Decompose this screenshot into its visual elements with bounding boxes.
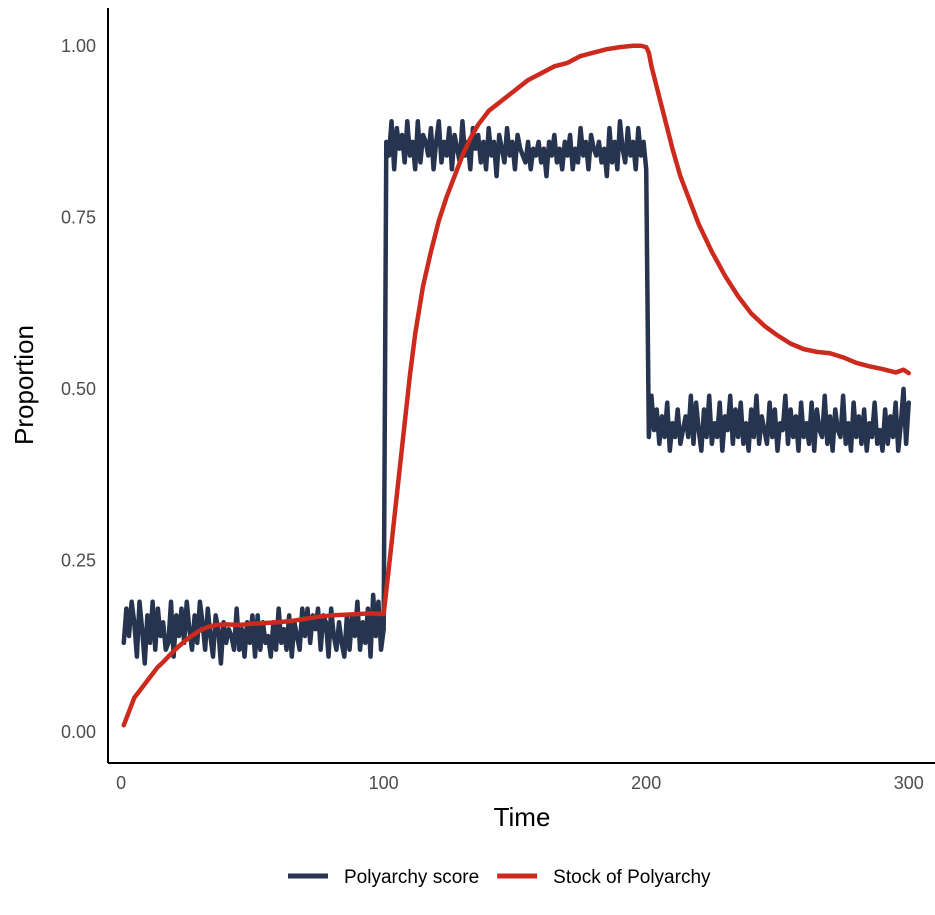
y-tick-label: 0.75 bbox=[61, 207, 96, 227]
y-tick-label: 0.25 bbox=[61, 551, 96, 571]
x-tick-label: 300 bbox=[894, 773, 924, 793]
x-tick-label: 0 bbox=[116, 773, 126, 793]
series-lines bbox=[121, 43, 911, 728]
y-axis-title: Proportion bbox=[9, 325, 39, 445]
x-tick-label: 200 bbox=[631, 773, 661, 793]
tick-labels: 0.00 0.25 0.50 0.75 1.00 0 100 200 300 bbox=[61, 36, 924, 793]
x-tick-label: 100 bbox=[369, 773, 399, 793]
legend: Polyarchy score Stock of Polyarchy bbox=[288, 867, 711, 888]
legend-label: Stock of Polyarchy bbox=[553, 867, 711, 888]
y-tick-label: 1.00 bbox=[61, 36, 96, 56]
y-tick-label: 0.00 bbox=[61, 722, 96, 742]
x-axis-title: Time bbox=[494, 802, 551, 832]
series-line-polyarchy-score bbox=[121, 119, 911, 666]
y-tick-label: 0.50 bbox=[61, 379, 96, 399]
axes bbox=[107, 8, 935, 764]
series-line-stock-of-polyarchy bbox=[121, 43, 911, 728]
legend-label: Polyarchy score bbox=[344, 867, 479, 888]
